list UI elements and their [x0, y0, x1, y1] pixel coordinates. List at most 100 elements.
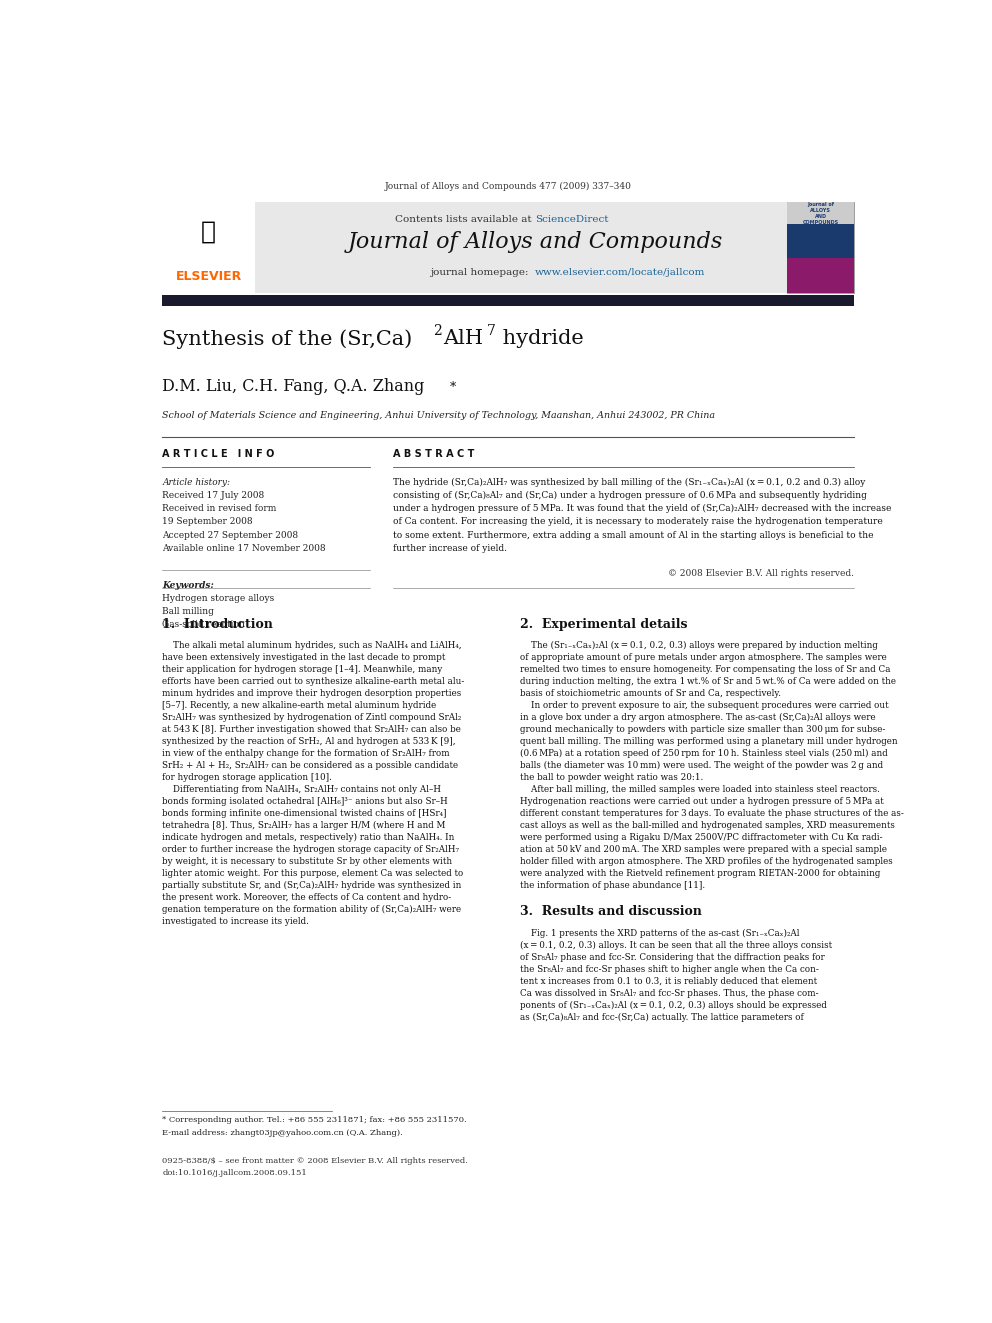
- Text: 0925-8388/$ – see front matter © 2008 Elsevier B.V. All rights reserved.: 0925-8388/$ – see front matter © 2008 El…: [163, 1158, 468, 1166]
- Text: Synthesis of the (Sr,Ca): Synthesis of the (Sr,Ca): [163, 329, 413, 348]
- Text: Accepted 27 September 2008: Accepted 27 September 2008: [163, 531, 299, 540]
- Text: Received 17 July 2008: Received 17 July 2008: [163, 491, 265, 500]
- Text: Gas-solid reaction: Gas-solid reaction: [163, 620, 245, 630]
- Text: Contents lists available at: Contents lists available at: [396, 214, 536, 224]
- Text: tent x increases from 0.1 to 0.3, it is reliably deduced that element: tent x increases from 0.1 to 0.3, it is …: [520, 978, 817, 986]
- Text: hydride: hydride: [496, 329, 584, 348]
- Text: ground mechanically to powders with particle size smaller than 300 μm for subse-: ground mechanically to powders with part…: [520, 725, 885, 734]
- Bar: [787, 224, 854, 258]
- Text: Hydrogenation reactions were carried out under a hydrogen pressure of 5 MPa at: Hydrogenation reactions were carried out…: [520, 796, 884, 806]
- Text: to some extent. Furthermore, extra adding a small amount of Al in the starting a: to some extent. Furthermore, extra addin…: [393, 531, 874, 540]
- Text: bonds forming isolated octahedral [AlH₆]³⁻ anions but also Sr–H: bonds forming isolated octahedral [AlH₆]…: [163, 796, 448, 806]
- Bar: [787, 201, 854, 224]
- Text: basis of stoichiometric amounts of Sr and Ca, respectively.: basis of stoichiometric amounts of Sr an…: [520, 689, 781, 697]
- Text: 2: 2: [434, 324, 441, 337]
- Text: doi:10.1016/j.jallcom.2008.09.151: doi:10.1016/j.jallcom.2008.09.151: [163, 1170, 308, 1177]
- Text: Differentiating from NaAlH₄, Sr₂AlH₇ contains not only Al–H: Differentiating from NaAlH₄, Sr₂AlH₇ con…: [163, 785, 441, 794]
- Text: were analyzed with the Rietveld refinement program RIETAN-2000 for obtaining: were analyzed with the Rietveld refineme…: [520, 869, 880, 878]
- Text: by weight, it is necessary to substitute Sr by other elements with: by weight, it is necessary to substitute…: [163, 857, 452, 867]
- Text: The alkali metal aluminum hydrides, such as NaAlH₄ and LiAlH₄,: The alkali metal aluminum hydrides, such…: [163, 640, 462, 650]
- Text: have been extensively investigated in the last decade to prompt: have been extensively investigated in th…: [163, 652, 445, 662]
- Text: 7: 7: [487, 324, 496, 337]
- Text: 3.  Results and discussion: 3. Results and discussion: [520, 905, 701, 918]
- Text: minum hydrides and improve their hydrogen desorption properties: minum hydrides and improve their hydroge…: [163, 689, 461, 697]
- Text: the information of phase abundance [11].: the information of phase abundance [11].: [520, 881, 705, 890]
- Text: lighter atomic weight. For this purpose, element Ca was selected to: lighter atomic weight. For this purpose,…: [163, 869, 463, 878]
- Text: ScienceDirect: ScienceDirect: [536, 214, 609, 224]
- Text: partially substitute Sr, and (Sr,Ca)₂AlH₇ hydride was synthesized in: partially substitute Sr, and (Sr,Ca)₂AlH…: [163, 881, 462, 890]
- Bar: [163, 295, 854, 307]
- Text: Sr₂AlH₇ was synthesized by hydrogenation of Zintl compound SrAl₂: Sr₂AlH₇ was synthesized by hydrogenation…: [163, 713, 461, 722]
- Text: Ball milling: Ball milling: [163, 607, 214, 617]
- Text: were performed using a Rigaku D/Max 2500V/PC diffractometer with Cu Kα radi-: were performed using a Rigaku D/Max 2500…: [520, 833, 883, 841]
- Text: journal homepage:: journal homepage:: [431, 269, 536, 277]
- Text: synthesized by the reaction of SrH₂, Al and hydrogen at 533 K [9],: synthesized by the reaction of SrH₂, Al …: [163, 737, 456, 746]
- Text: AlH: AlH: [443, 329, 483, 348]
- Text: as (Sr,Ca)₈Al₇ and fcc-(Sr,Ca) actually. The lattice parameters of: as (Sr,Ca)₈Al₇ and fcc-(Sr,Ca) actually.…: [520, 1013, 804, 1023]
- Text: investigated to increase its yield.: investigated to increase its yield.: [163, 917, 310, 926]
- Text: in view of the enthalpy change for the formation of Sr₂AlH₇ from: in view of the enthalpy change for the f…: [163, 749, 450, 758]
- Text: 1.  Introduction: 1. Introduction: [163, 618, 274, 631]
- Text: Journal of Alloys and Compounds 477 (2009) 337–340: Journal of Alloys and Compounds 477 (200…: [385, 183, 632, 192]
- Bar: [787, 201, 854, 294]
- Text: Article history:: Article history:: [163, 478, 230, 487]
- Text: © 2008 Elsevier B.V. All rights reserved.: © 2008 Elsevier B.V. All rights reserved…: [669, 569, 854, 578]
- Text: [5–7]. Recently, a new alkaline-earth metal aluminum hydride: [5–7]. Recently, a new alkaline-earth me…: [163, 701, 436, 709]
- Text: remelted two times to ensure homogeneity. For compensating the loss of Sr and Ca: remelted two times to ensure homogeneity…: [520, 664, 891, 673]
- Text: during induction melting, the extra 1 wt.% of Sr and 5 wt.% of Ca were added on : during induction melting, the extra 1 wt…: [520, 676, 896, 685]
- Text: Journal of Alloys and Compounds: Journal of Alloys and Compounds: [347, 232, 723, 253]
- Text: 🌳: 🌳: [201, 220, 216, 245]
- Text: ponents of (Sr₁₋ₓCaₓ)₂Al (x = 0.1, 0.2, 0.3) alloys should be expressed: ponents of (Sr₁₋ₓCaₓ)₂Al (x = 0.1, 0.2, …: [520, 1002, 826, 1011]
- Text: A B S T R A C T: A B S T R A C T: [393, 448, 474, 459]
- Text: cast alloys as well as the ball-milled and hydrogenated samples, XRD measurement: cast alloys as well as the ball-milled a…: [520, 822, 895, 830]
- Text: the Sr₈Al₇ and fcc-Sr phases shift to higher angle when the Ca con-: the Sr₈Al₇ and fcc-Sr phases shift to hi…: [520, 966, 818, 974]
- Text: The hydride (Sr,Ca)₂AlH₇ was synthesized by ball milling of the (Sr₁₋ₓCaₓ)₂Al (x: The hydride (Sr,Ca)₂AlH₇ was synthesized…: [393, 478, 865, 487]
- Text: (0.6 MPa) at a rotation speed of 250 rpm for 10 h. Stainless steel vials (250 ml: (0.6 MPa) at a rotation speed of 250 rpm…: [520, 749, 888, 758]
- Text: holder filled with argon atmosphere. The XRD profiles of the hydrogenated sample: holder filled with argon atmosphere. The…: [520, 857, 893, 867]
- Text: *: *: [450, 381, 456, 394]
- Text: ation at 50 kV and 200 mA. The XRD samples were prepared with a special sample: ation at 50 kV and 200 mA. The XRD sampl…: [520, 845, 887, 853]
- Text: SrH₂ + Al + H₂, Sr₂AlH₇ can be considered as a possible candidate: SrH₂ + Al + H₂, Sr₂AlH₇ can be considere…: [163, 761, 458, 770]
- Text: bonds forming infinite one-dimensional twisted chains of [HSr₄]: bonds forming infinite one-dimensional t…: [163, 808, 447, 818]
- Text: the present work. Moreover, the effects of Ca content and hydro-: the present work. Moreover, the effects …: [163, 893, 451, 902]
- Text: for hydrogen storage application [10].: for hydrogen storage application [10].: [163, 773, 332, 782]
- Bar: [163, 201, 255, 294]
- Text: Keywords:: Keywords:: [163, 581, 214, 590]
- Text: indicate hydrogen and metals, respectively) ratio than NaAlH₄. In: indicate hydrogen and metals, respective…: [163, 833, 454, 841]
- Text: A R T I C L E   I N F O: A R T I C L E I N F O: [163, 448, 275, 459]
- Text: of Sr₈Al₇ phase and fcc-Sr. Considering that the diffraction peaks for: of Sr₈Al₇ phase and fcc-Sr. Considering …: [520, 953, 824, 962]
- Text: School of Materials Science and Engineering, Anhui University of Technology, Maa: School of Materials Science and Engineer…: [163, 411, 715, 421]
- Text: Fig. 1 presents the XRD patterns of the as-cast (Sr₁₋ₓCaₓ)₂Al: Fig. 1 presents the XRD patterns of the …: [520, 929, 800, 938]
- Text: tetrahedra [8]. Thus, Sr₂AlH₇ has a larger H/M (where H and M: tetrahedra [8]. Thus, Sr₂AlH₇ has a larg…: [163, 822, 445, 830]
- Text: under a hydrogen pressure of 5 MPa. It was found that the yield of (Sr,Ca)₂AlH₇ : under a hydrogen pressure of 5 MPa. It w…: [393, 504, 892, 513]
- Text: at 543 K [8]. Further investigation showed that Sr₂AlH₇ can also be: at 543 K [8]. Further investigation show…: [163, 725, 461, 734]
- Text: Hydrogen storage alloys: Hydrogen storage alloys: [163, 594, 275, 603]
- Text: * Corresponding author. Tel.: +86 555 2311871; fax: +86 555 2311570.: * Corresponding author. Tel.: +86 555 23…: [163, 1117, 467, 1125]
- Text: genation temperature on the formation ability of (Sr,Ca)₂AlH₇ were: genation temperature on the formation ab…: [163, 905, 461, 914]
- Text: In order to prevent exposure to air, the subsequent procedures were carried out: In order to prevent exposure to air, the…: [520, 701, 889, 709]
- Text: The (Sr₁₋ₓCaₓ)₂Al (x = 0.1, 0.2, 0.3) alloys were prepared by induction melting: The (Sr₁₋ₓCaₓ)₂Al (x = 0.1, 0.2, 0.3) al…: [520, 640, 878, 650]
- Text: D.M. Liu, C.H. Fang, Q.A. Zhang: D.M. Liu, C.H. Fang, Q.A. Zhang: [163, 378, 425, 394]
- Text: ELSEVIER: ELSEVIER: [176, 270, 242, 283]
- Bar: [163, 201, 854, 294]
- Bar: [787, 258, 854, 294]
- Text: of appropriate amount of pure metals under argon atmosphere. The samples were: of appropriate amount of pure metals und…: [520, 652, 887, 662]
- Text: balls (the diameter was 10 mm) were used. The weight of the powder was 2 g and: balls (the diameter was 10 mm) were used…: [520, 761, 883, 770]
- Text: Available online 17 November 2008: Available online 17 November 2008: [163, 544, 326, 553]
- Text: their application for hydrogen storage [1–4]. Meanwhile, many: their application for hydrogen storage […: [163, 664, 442, 673]
- Text: different constant temperatures for 3 days. To evaluate the phase structures of : different constant temperatures for 3 da…: [520, 808, 904, 818]
- Text: www.elsevier.com/locate/jallcom: www.elsevier.com/locate/jallcom: [536, 269, 705, 277]
- Text: 2.  Experimental details: 2. Experimental details: [520, 618, 687, 631]
- Text: E-mail address: zhangt03jp@yahoo.com.cn (Q.A. Zhang).: E-mail address: zhangt03jp@yahoo.com.cn …: [163, 1129, 403, 1136]
- Text: 19 September 2008: 19 September 2008: [163, 517, 253, 527]
- Text: the ball to powder weight ratio was 20:1.: the ball to powder weight ratio was 20:1…: [520, 773, 703, 782]
- Text: of Ca content. For increasing the yield, it is necessary to moderately raise the: of Ca content. For increasing the yield,…: [393, 517, 883, 527]
- Text: efforts have been carried out to synthesize alkaline-earth metal alu-: efforts have been carried out to synthes…: [163, 676, 465, 685]
- Text: Journal of
ALLOYS
AND
COMPOUNDS: Journal of ALLOYS AND COMPOUNDS: [803, 202, 838, 225]
- Text: Ca was dissolved in Sr₈Al₇ and fcc-Sr phases. Thus, the phase com-: Ca was dissolved in Sr₈Al₇ and fcc-Sr ph…: [520, 990, 818, 999]
- Text: further increase of yield.: further increase of yield.: [393, 544, 507, 553]
- Text: order to further increase the hydrogen storage capacity of Sr₂AlH₇: order to further increase the hydrogen s…: [163, 845, 459, 853]
- Text: in a glove box under a dry argon atmosphere. The as-cast (Sr,Ca)₂Al alloys were: in a glove box under a dry argon atmosph…: [520, 713, 876, 722]
- Text: (x = 0.1, 0.2, 0.3) alloys. It can be seen that all the three alloys consist: (x = 0.1, 0.2, 0.3) alloys. It can be se…: [520, 941, 832, 950]
- Text: After ball milling, the milled samples were loaded into stainless steel reactors: After ball milling, the milled samples w…: [520, 785, 880, 794]
